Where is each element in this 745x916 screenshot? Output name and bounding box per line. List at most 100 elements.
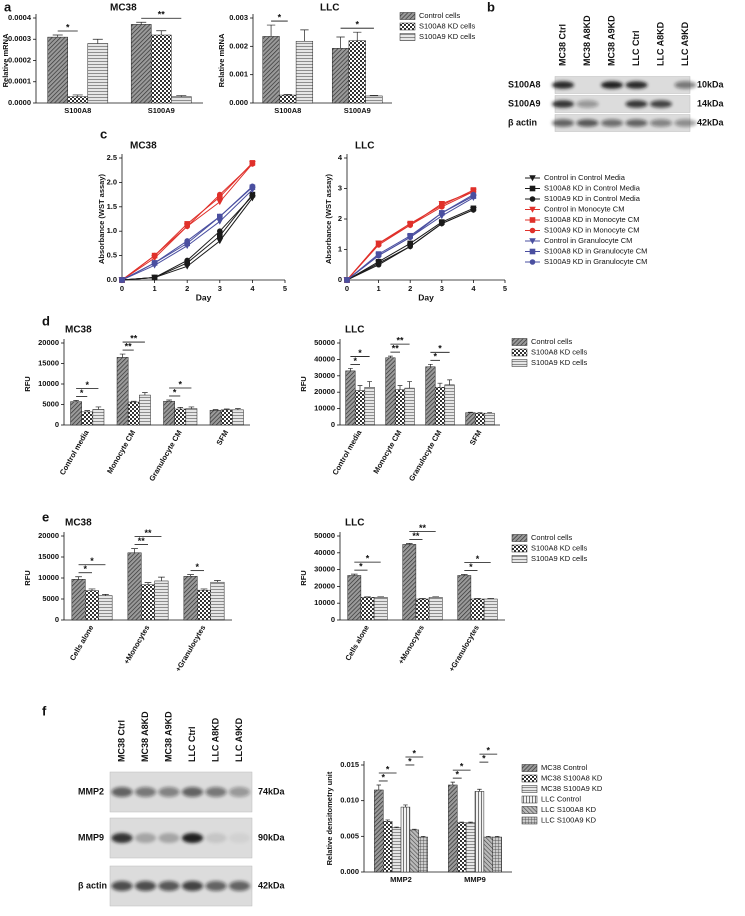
blot-band [600,81,624,89]
blot-band [181,787,204,797]
chart-title: LLC [320,3,339,14]
legend-label: MC38 Control [541,763,588,772]
blot-band [600,119,624,127]
y-tick-label: 5000 [42,594,59,603]
bar [415,598,430,621]
x-tick-label: 0 [345,284,349,293]
y-tick-label: 0.0002 [8,55,31,64]
y-tick-label: 0 [331,615,335,624]
blot-band [228,833,251,843]
x-tick-label: 1 [377,284,381,293]
error-bar [357,385,363,391]
legend-label: S100A8 KD cells [531,347,588,356]
significance-label: * [84,564,88,574]
error-bar [142,392,148,396]
significance-label: ** [419,523,427,533]
bar [483,598,498,621]
legend-swatch [521,806,538,814]
bar [492,836,502,873]
error-bar [459,821,464,823]
error-bar [406,543,413,545]
bar [360,597,375,621]
bar [171,96,192,104]
blot-row-label: S100A9 [508,98,541,108]
point [375,258,382,265]
bar [374,789,384,873]
bar [331,48,350,104]
panel-label: d [42,313,50,328]
x-axis-label: Day [418,292,434,302]
error-bar [486,835,491,838]
point [375,242,382,248]
y-tick-label: 10000 [314,598,335,607]
y-tick-label: 0.001 [229,70,248,79]
bar [163,400,175,426]
legend-swatch [521,764,538,772]
blot-lane-label: MC38 A8KD [582,15,592,66]
y-tick-label: 40000 [314,354,335,363]
y-tick-label: 20000 [314,581,335,590]
legend-label: MC38 S100A9 KD [541,784,603,793]
legend-label: S100A8 KD in Monocyte CM [544,215,639,224]
legend-swatch [511,534,528,542]
significance-label: * [476,554,480,564]
blot-band [205,787,227,797]
point [375,261,382,268]
error-bar [136,21,147,25]
x-tick-label: 2 [408,284,412,293]
error-bar [102,594,109,596]
significance-label: ** [392,343,400,353]
error-bar [487,598,494,599]
blot-band [181,881,204,891]
x-tick-label: 4 [471,284,476,293]
significance-label: * [460,761,464,771]
bar [220,409,233,426]
legend-marker [529,248,536,255]
significance-label: * [433,352,437,362]
error-bar [223,408,230,410]
x-tick-label: SFM [214,428,230,446]
y-tick-label: 40000 [314,548,335,557]
panel-label: f [42,703,47,718]
blot-band [625,100,648,108]
y-axis-label: RFU [23,376,32,391]
significance-label: * [359,562,363,572]
bar [354,390,366,426]
x-tick-label: S100A8 [274,106,301,115]
blot-lane-label: LLC A8KD [655,21,665,66]
bar [418,836,428,873]
x-tick-label: Monocyte CM [105,428,137,475]
x-tick-label: Control media [58,428,91,477]
chart-title: LLC [345,518,364,529]
blot-band [111,881,133,891]
legend-marker [529,185,536,192]
blot-row-label: MMP9 [78,832,104,842]
chart-title: LLC [355,141,374,152]
bar [150,34,172,104]
error-bar [447,379,452,385]
legend-label: MC38 S100A8 KD [541,773,603,782]
x-tick-label: 4 [250,284,255,293]
y-tick-label: 10000 [38,573,59,582]
x-tick-label: +Granulocytes [173,623,207,673]
blot-lane-label: LLC A9KD [680,21,690,66]
blot-band [111,833,133,843]
bar [465,412,476,426]
point [217,191,223,198]
y-axis-label: RFU [299,570,308,585]
significance-label: * [278,12,282,22]
blot-strip [109,865,253,907]
point [344,277,350,283]
blot-lane-label: LLC Ctrl [631,31,641,67]
bar [183,576,198,621]
bar [348,40,366,104]
legend-label: LLC S100A9 KD [541,815,597,824]
error-bar [266,24,276,37]
error-bar [119,353,126,358]
error-bar [176,95,187,97]
significance-label: ** [412,531,420,541]
bar [345,370,356,426]
significance-label: ** [130,333,138,343]
bar [409,829,420,873]
error-bar [188,406,195,409]
